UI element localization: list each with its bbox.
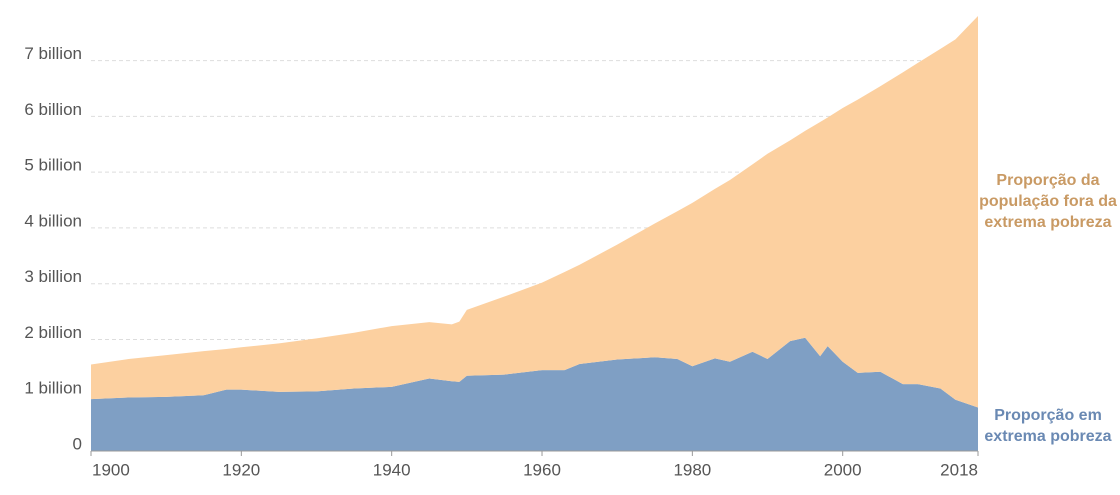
y-tick-label: 2 billion <box>24 323 82 342</box>
x-tick-label: 2018 <box>940 460 978 479</box>
y-tick-label: 1 billion <box>24 379 82 398</box>
x-tick-label: 1980 <box>673 460 711 479</box>
y-tick-label: 3 billion <box>24 267 82 286</box>
series-label: Proporção em extrema pobreza <box>984 407 1112 445</box>
area <box>91 337 978 451</box>
y-tick-label: 6 billion <box>24 100 82 119</box>
axes: 0 1 billion 2 billion 3 billion 4 billion 5 b… <box>24 44 979 479</box>
x-tick-label: 1960 <box>523 460 561 479</box>
y-tick-label: 4 billion <box>24 211 82 230</box>
x-tick-label: 1940 <box>373 460 411 479</box>
area <box>91 16 978 408</box>
series-label: Proporção da população fora da extrema p… <box>979 172 1117 231</box>
y-tick-label: 0 <box>73 434 82 453</box>
x-tick-label: 1900 <box>92 460 130 479</box>
areas <box>91 16 978 451</box>
x-tick-label: 2000 <box>824 460 862 479</box>
y-tick-label: 7 billion <box>24 44 82 63</box>
y-tick-label: 5 billion <box>24 156 82 175</box>
x-tick-label: 1920 <box>222 460 260 479</box>
